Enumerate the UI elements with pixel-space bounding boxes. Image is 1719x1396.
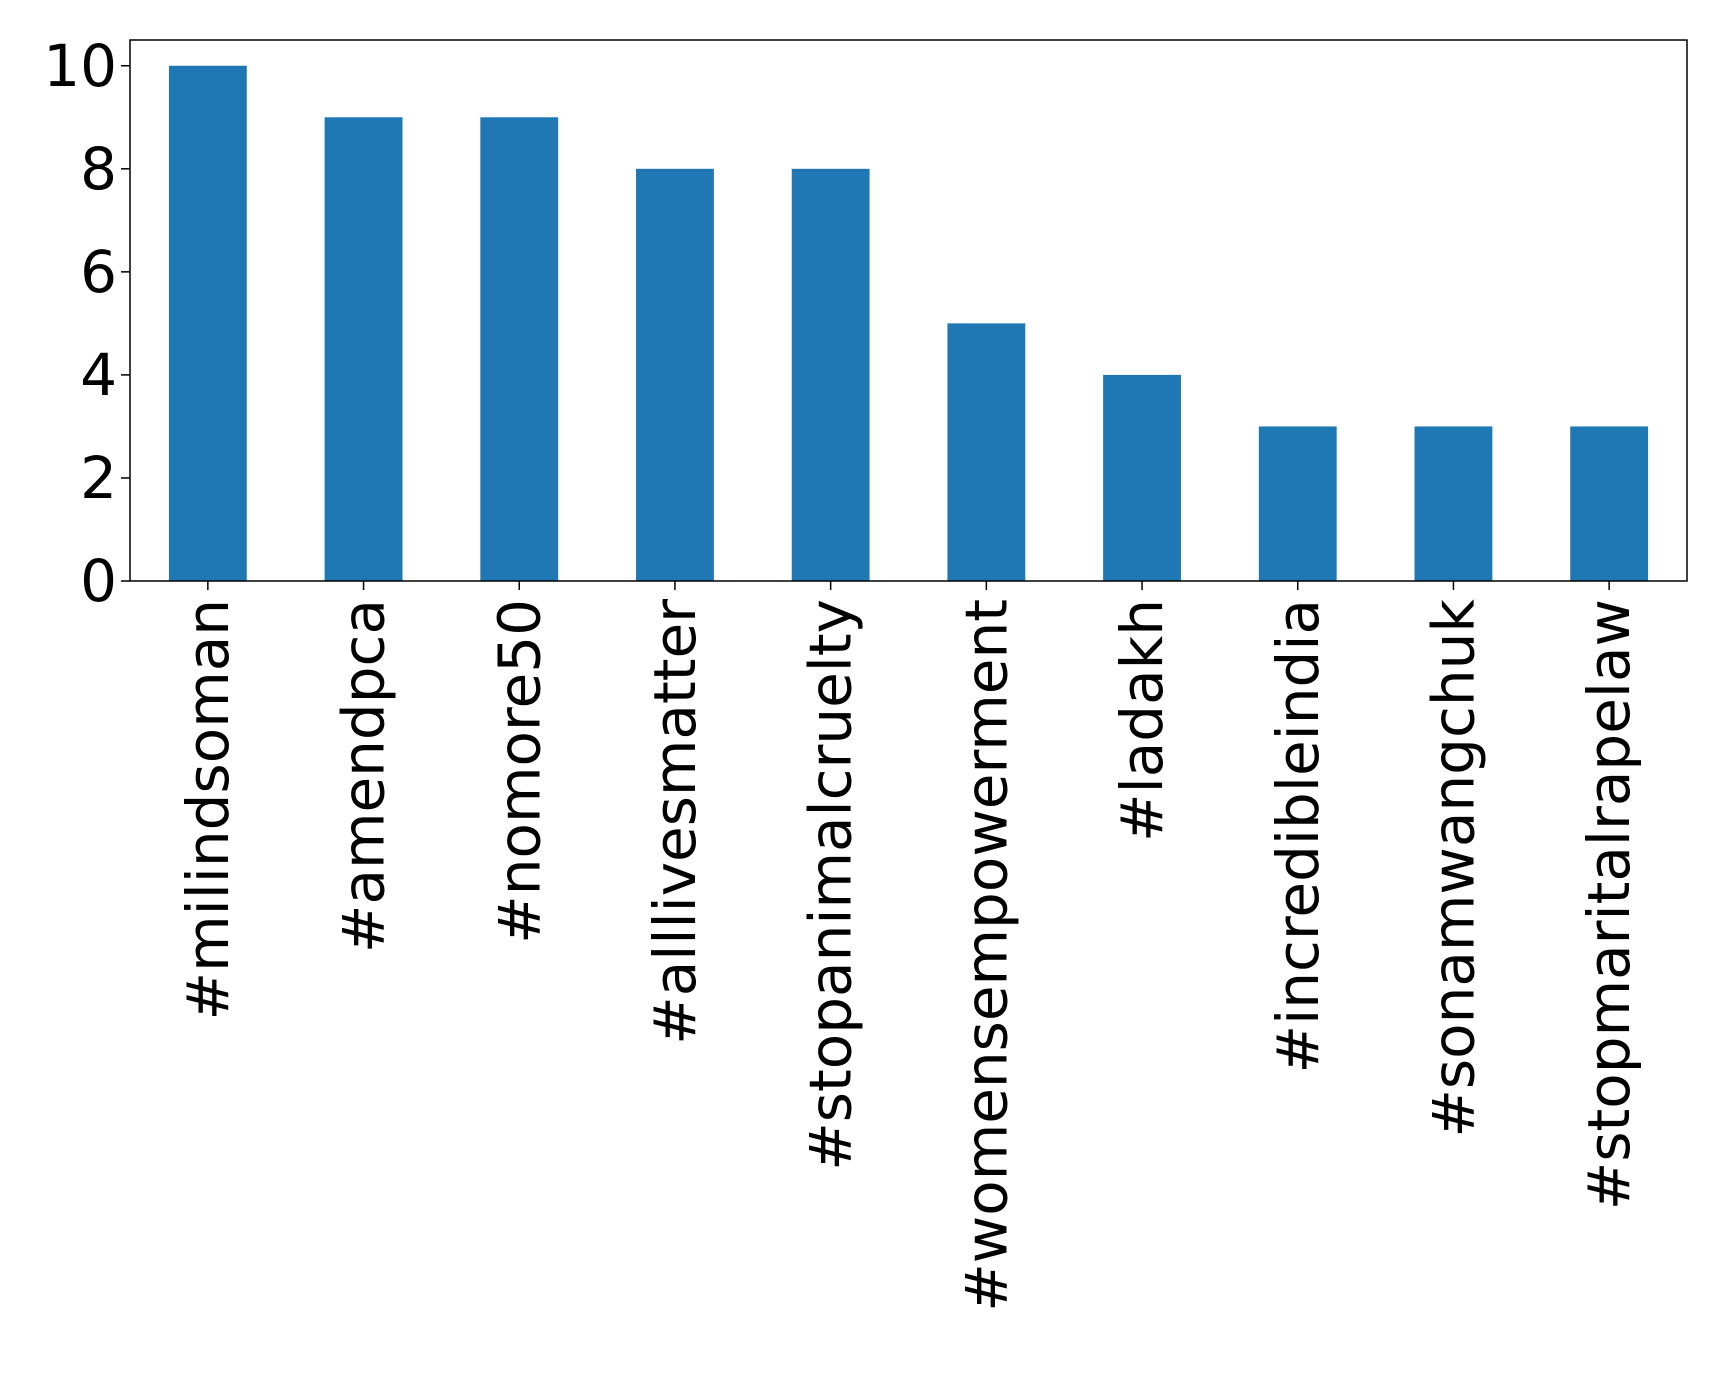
x-tick-label: #alllivesmatter [641, 599, 709, 1045]
x-tick-label: #amendpca [330, 599, 398, 953]
x-tick-label: #milindsoman [174, 599, 242, 1021]
y-tick-label: 2 [80, 444, 117, 512]
bar-sonamwangchuk [1414, 426, 1493, 581]
bar-incredibleindia [1258, 426, 1337, 581]
x-tick-label: #womensempowerment [952, 599, 1020, 1312]
x-tick-label: #incredibleindia [1264, 599, 1332, 1074]
x-tick-label: #sonamwangchuk [1419, 599, 1487, 1138]
bar-stopanimalcruelty [791, 168, 870, 582]
y-axis: 0 2 4 6 8 10 [43, 32, 130, 615]
x-tick-label: #stopanimalcruelty [797, 599, 865, 1171]
bar-womensempowerment [947, 323, 1026, 581]
y-tick-label: 6 [80, 238, 117, 306]
bar-stopmaritalrapelaw [1570, 426, 1649, 581]
x-tick-label: #stopmaritalrapelaw [1575, 599, 1643, 1210]
y-tick-label: 10 [43, 32, 117, 100]
bar-ladakh [1103, 374, 1181, 581]
bar-amendpca [324, 117, 403, 582]
y-tick-label: 4 [80, 341, 117, 409]
bars-group [168, 65, 1649, 582]
x-tick-label: #ladakh [1108, 599, 1176, 842]
bar-alllivesmatter [636, 168, 714, 582]
y-tick-label: 0 [80, 547, 117, 615]
x-tick-label: #nomore50 [485, 599, 553, 944]
bar-nomore50 [480, 117, 559, 582]
bar-milindsoman [168, 65, 247, 581]
x-axis: #milindsoman #amendpca #nomore50 #alllivesm… [174, 581, 1643, 1312]
plot-frame [129, 39, 1688, 582]
y-tick-label: 8 [80, 135, 117, 203]
